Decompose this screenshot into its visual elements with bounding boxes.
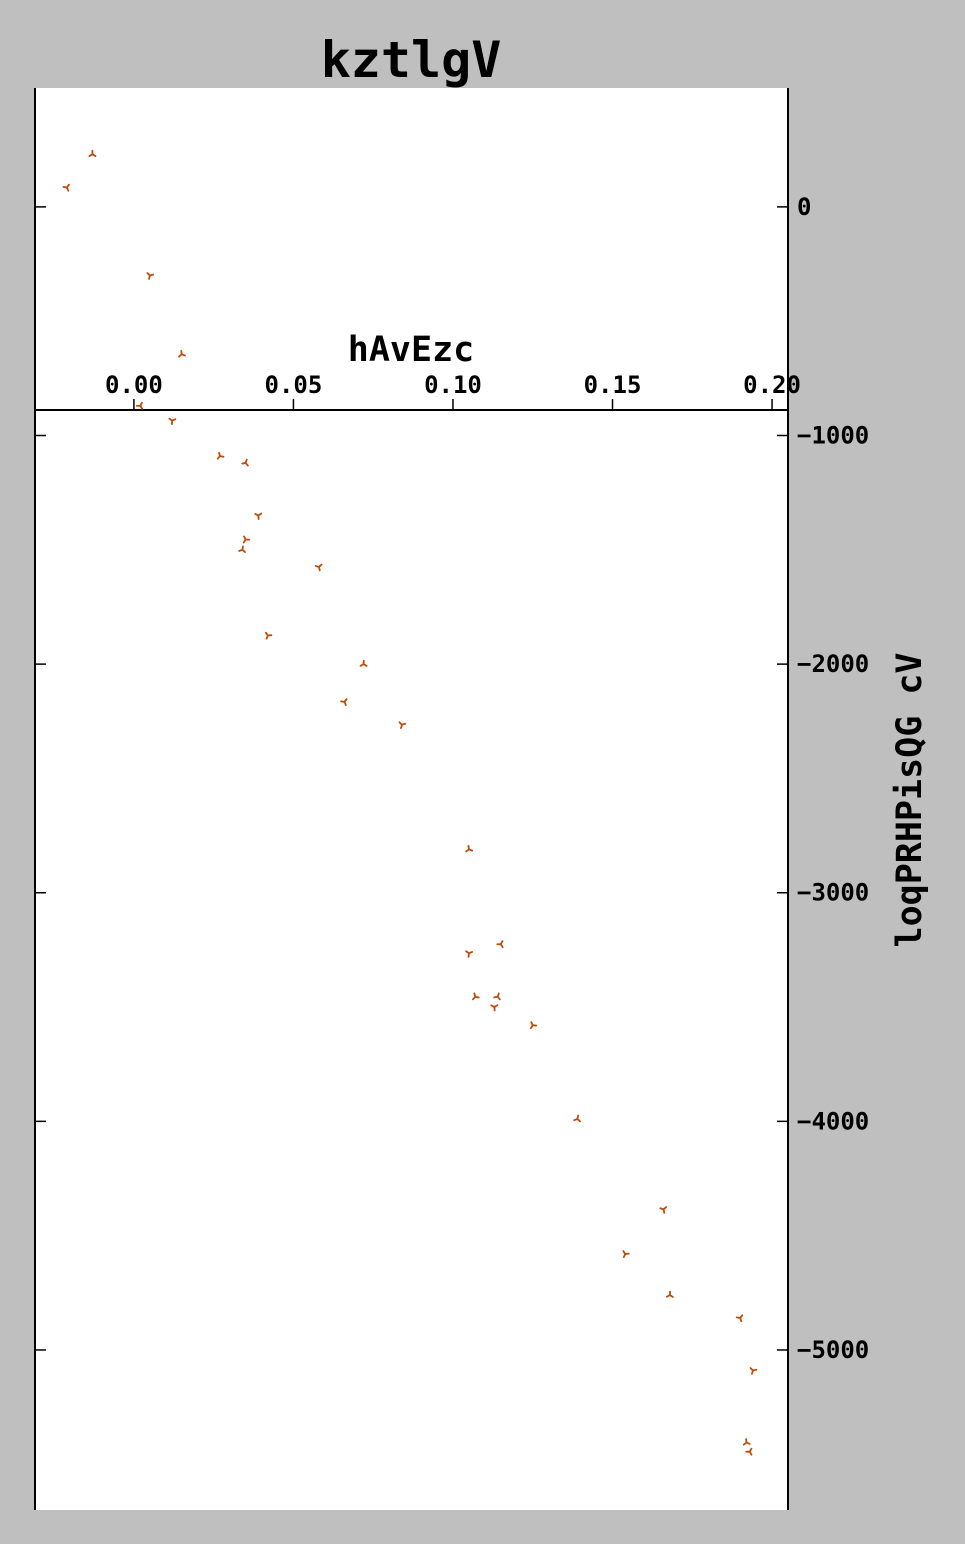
y-tick-label: −4000 — [797, 1107, 869, 1135]
scatter-point — [465, 950, 474, 958]
scatter-point — [146, 272, 155, 280]
scatter-point — [216, 451, 225, 460]
scatter-point — [659, 1206, 668, 1214]
y-tick-label: −2000 — [797, 650, 869, 678]
scatter-point — [62, 183, 70, 192]
scatter-point — [529, 1021, 538, 1030]
scatter-point — [254, 512, 263, 520]
scatter-point — [745, 1447, 753, 1456]
scatter-point — [398, 721, 407, 729]
scatter-point — [168, 417, 177, 426]
scatter-point — [496, 940, 504, 949]
scatter-point — [493, 992, 501, 1001]
chart-title: kztlgV — [321, 31, 502, 89]
y-tick-label: −5000 — [797, 1336, 869, 1364]
scatter-point — [238, 545, 246, 553]
y-tick-label: −1000 — [797, 421, 869, 449]
scatter-point — [665, 1290, 674, 1298]
scatter-point — [264, 631, 273, 640]
x-tick-label: 0.05 — [265, 371, 323, 399]
scatter-point — [490, 1004, 499, 1012]
x-tick-label: 0.15 — [584, 371, 642, 399]
x-tick-label: 0.10 — [424, 371, 482, 399]
plot-area — [35, 88, 788, 1510]
scatter-point — [314, 563, 323, 572]
x-axis-ticks: 0.00 0.05 0.10 0.15 0.20 — [105, 371, 801, 410]
scatter-point — [472, 992, 480, 1001]
scatter-point — [242, 535, 250, 544]
scatter-point — [749, 1367, 758, 1375]
scatter-point — [135, 401, 144, 410]
y-axis-ticks: 0 −1000 −2000 −3000 −4000 −5000 — [35, 193, 869, 1364]
scatter-points — [62, 149, 758, 1456]
y-tick-label: −3000 — [797, 879, 869, 907]
x-axis-label: hAvEzc — [348, 330, 474, 370]
x-tick-label: 0.20 — [743, 371, 801, 399]
y-tick-label: 0 — [797, 193, 811, 221]
scatter-point — [742, 1438, 751, 1446]
scatter-point — [359, 659, 368, 667]
y-axis-label: loqPRHPisQG cV — [890, 652, 930, 947]
scatter-point — [573, 1114, 581, 1123]
scatter-point — [241, 458, 249, 467]
scatter-point — [340, 698, 348, 706]
scatter-point — [465, 844, 474, 853]
scatter-point — [622, 1250, 630, 1259]
scatter-point — [178, 349, 186, 358]
x-tick-label: 0.00 — [105, 371, 163, 399]
scatter-point — [88, 149, 97, 157]
scatter-point — [735, 1314, 744, 1323]
